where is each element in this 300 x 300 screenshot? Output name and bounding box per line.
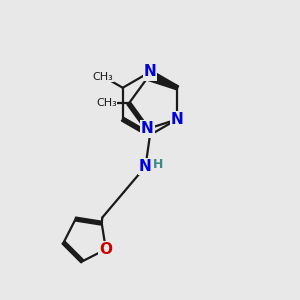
Text: CH₃: CH₃	[93, 71, 114, 82]
Text: N: N	[144, 64, 156, 80]
Text: N: N	[141, 122, 154, 136]
Text: N: N	[171, 112, 184, 127]
Text: CH₃: CH₃	[96, 98, 117, 109]
Text: H: H	[153, 158, 163, 171]
Text: N: N	[139, 159, 152, 174]
Text: O: O	[99, 242, 112, 257]
